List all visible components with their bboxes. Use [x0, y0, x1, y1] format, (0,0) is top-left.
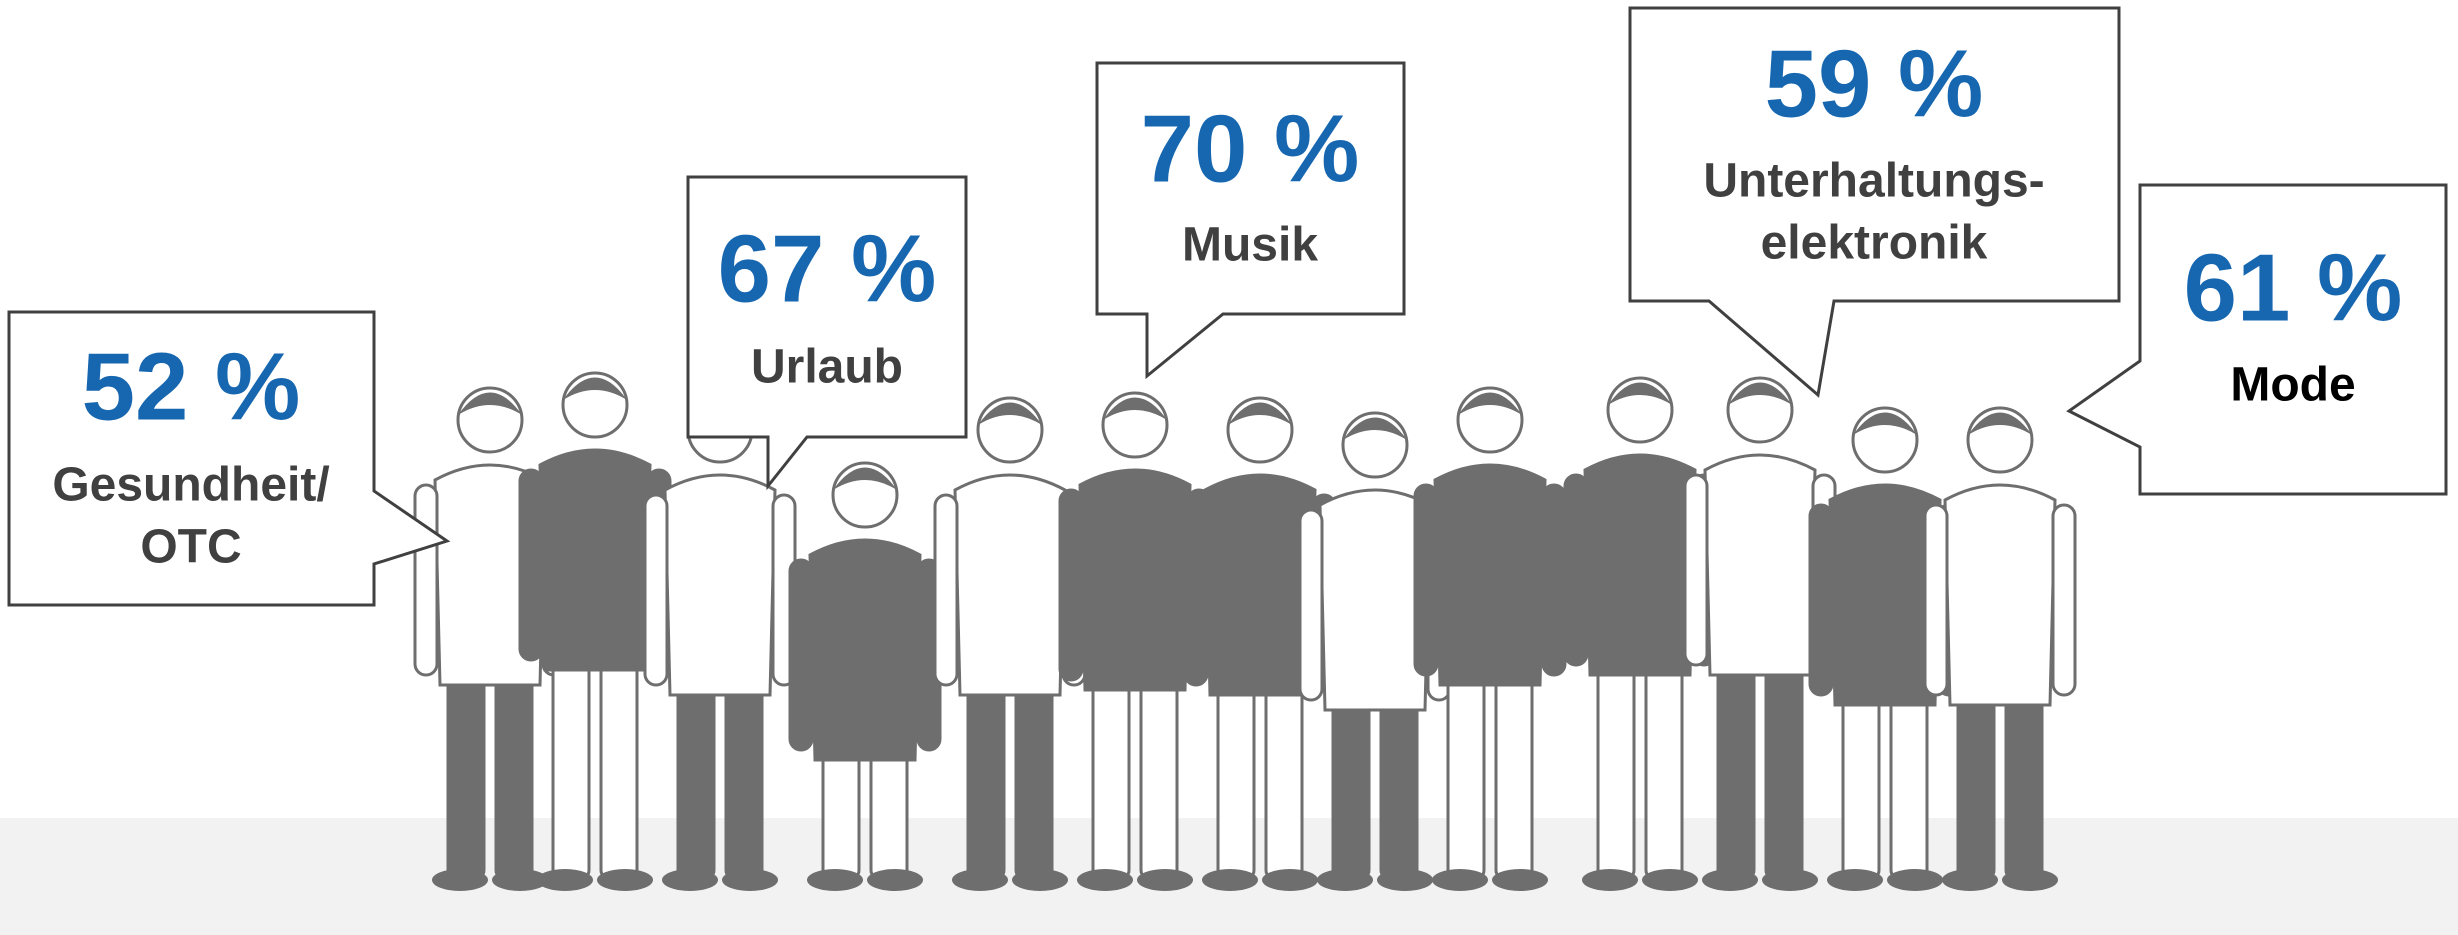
person-shoe [1762, 869, 1818, 891]
category-label: Gesundheit/ [52, 459, 329, 512]
percentage: 61 % [2184, 234, 2403, 341]
person-shoe [1942, 869, 1998, 891]
person-leg [1496, 665, 1532, 880]
category-label: Mode [2230, 359, 2355, 412]
person-arm [645, 495, 667, 685]
person-torso [1705, 455, 1815, 675]
person-shoe [1582, 869, 1638, 891]
person-arm [415, 485, 437, 675]
person-shoe [1702, 869, 1758, 891]
percentage: 70 % [1141, 95, 1360, 202]
person-arm [1415, 485, 1437, 675]
person-torso [665, 475, 775, 695]
person-arm [790, 560, 812, 750]
person-leg [1766, 655, 1802, 880]
percentage: 59 % [1765, 30, 1984, 137]
person-shoe [1887, 869, 1943, 891]
person-leg [1891, 685, 1927, 880]
person-leg [496, 665, 532, 880]
speech-bubble: 52 % Gesundheit/ OTC [9, 312, 447, 605]
person-shoe [1827, 869, 1883, 891]
person-shoe [1012, 869, 1068, 891]
person-leg [1598, 655, 1634, 880]
person-arm [1810, 505, 1832, 695]
person-shoe [952, 869, 1008, 891]
person-arm [1565, 475, 1587, 665]
person-shoe [1137, 869, 1193, 891]
person-shoe [662, 869, 718, 891]
person-arm [935, 495, 957, 685]
person-shoe [807, 869, 863, 891]
person-leg [1218, 675, 1254, 880]
person-shoe [1377, 869, 1433, 891]
speech-bubble: 61 % Mode [2069, 185, 2446, 494]
person-shoe [1492, 869, 1548, 891]
speech-bubble: 70 % Musik [1097, 63, 1404, 376]
person-torso [540, 450, 650, 670]
category-label: Unterhaltungs- [1703, 155, 2044, 208]
person-shoe [1317, 869, 1373, 891]
person-torso [810, 540, 920, 760]
person-leg [553, 650, 589, 880]
person-shoe [537, 869, 593, 891]
person-torso [1435, 465, 1545, 685]
person-shoe [432, 869, 488, 891]
person-leg [448, 665, 484, 880]
person-leg [1093, 670, 1129, 880]
person-leg [1333, 690, 1369, 880]
person-torso [1080, 470, 1190, 690]
person-arm [1543, 485, 1565, 675]
person-arm [1925, 505, 1947, 695]
person-leg [1958, 685, 1994, 880]
person-leg [1381, 690, 1417, 880]
speech-bubble: 59 % Unterhaltungs- elektronik [1630, 8, 2119, 395]
person-arm [1300, 510, 1322, 700]
person-leg [968, 675, 1004, 880]
percentage: 67 % [718, 215, 937, 322]
infographic: 52 % Gesundheit/ OTC 67 % Urlaub 70 % Mu… [0, 0, 2458, 935]
person-shoe [1432, 869, 1488, 891]
person-shoe [1077, 869, 1133, 891]
person-arm [1185, 495, 1207, 685]
person-leg [601, 650, 637, 880]
category-label: OTC [140, 521, 241, 574]
person-shoe [867, 869, 923, 891]
category-label: Urlaub [751, 341, 903, 394]
person-shoe [722, 869, 778, 891]
person-leg [1646, 655, 1682, 880]
person-leg [1016, 675, 1052, 880]
person-shoe [1642, 869, 1698, 891]
person-leg [1266, 675, 1302, 880]
person-shoe [1202, 869, 1258, 891]
person-leg [1141, 670, 1177, 880]
person-leg [1843, 685, 1879, 880]
person-arm [1060, 490, 1082, 680]
person-torso [1585, 455, 1695, 675]
person-leg [678, 675, 714, 880]
person-leg [1718, 655, 1754, 880]
percentage: 52 % [82, 333, 301, 440]
person-shoe [1262, 869, 1318, 891]
person-arm [2053, 505, 2075, 695]
person-arm [520, 470, 542, 660]
category-label: elektronik [1761, 217, 1988, 270]
person-torso [1945, 485, 2055, 705]
people-illustration [415, 373, 2075, 891]
person-arm [1685, 475, 1707, 665]
category-label: Musik [1182, 219, 1318, 272]
person-shoe [2002, 869, 2058, 891]
person-leg [1448, 665, 1484, 880]
person-torso [955, 475, 1065, 695]
person-leg [2006, 685, 2042, 880]
person-shoe [597, 869, 653, 891]
person-leg [726, 675, 762, 880]
